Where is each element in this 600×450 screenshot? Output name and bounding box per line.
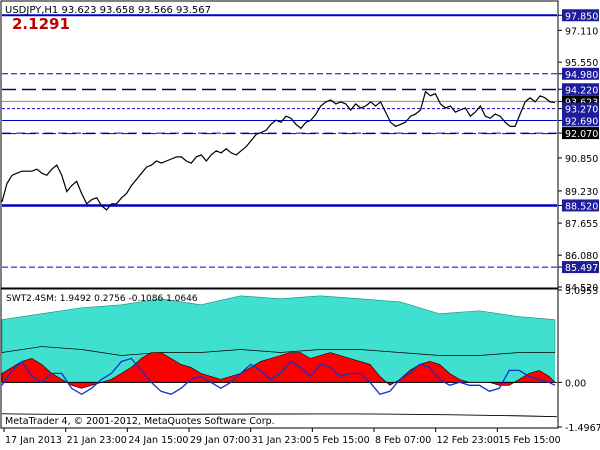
horizontal-levels bbox=[2, 14, 557, 268]
time-tick-label: 17 Jan 2013 bbox=[5, 435, 62, 446]
time-tick-label: 5 Feb 15:00 bbox=[313, 435, 369, 446]
time-tick-label: 8 Feb 07:00 bbox=[375, 435, 431, 446]
price-tick-label: 84.520 bbox=[565, 283, 598, 294]
price-series bbox=[1, 90, 556, 211]
signal-line bbox=[1, 357, 556, 396]
price-tick-label: 87.655 bbox=[565, 219, 598, 230]
lower-envelope-line bbox=[1, 413, 558, 418]
price-tick-label: 88.520 bbox=[565, 201, 598, 212]
price-badge bbox=[562, 261, 599, 274]
band-lower-line bbox=[1, 346, 555, 356]
indicator-plot bbox=[1, 295, 558, 418]
main-chart-frame[interactable] bbox=[0, 0, 559, 289]
price-tick-label: 93.270 bbox=[565, 105, 598, 116]
time-tick-label: 12 Feb 23:00 bbox=[437, 435, 499, 446]
price-tick-label: 95.550 bbox=[565, 58, 598, 69]
price-badge bbox=[562, 83, 599, 96]
price-badge bbox=[562, 114, 599, 127]
price-tick-label: 97.110 bbox=[565, 26, 598, 37]
indicator-tick-label: -1.4967 bbox=[565, 423, 600, 434]
price-badge bbox=[562, 67, 599, 80]
indicator-label: SWT2.4SM: 1.9492 0.2756 -0.1086 1.0646 bbox=[6, 294, 198, 304]
copyright-text: MetaTrader 4, © 2001-2012, MetaQuotes So… bbox=[5, 416, 275, 427]
indicator-tick-label: 0.00 bbox=[565, 378, 586, 389]
big-value: 2.1291 bbox=[12, 15, 70, 33]
symbol-info: USDJPY,H1 93.623 93.658 93.566 93.567 bbox=[5, 5, 211, 16]
price-tick-label: 86.080 bbox=[565, 251, 598, 262]
time-tick-label: 31 Jan 23:00 bbox=[252, 435, 312, 446]
time-axis[interactable]: 17 Jan 2013 21 Jan 23:00 24 Jan 15:00 29 Ja… bbox=[3, 428, 561, 446]
time-tick-label: 24 Jan 15:00 bbox=[128, 435, 188, 446]
price-tick-label: 92.690 bbox=[565, 116, 598, 127]
price-badge bbox=[562, 9, 599, 22]
price-tick-label: 89.230 bbox=[565, 187, 598, 198]
price-tick-label: 94.220 bbox=[565, 85, 598, 96]
indicator-tick-label: 3.0953 bbox=[565, 286, 598, 297]
time-tick-label: 21 Jan 23:00 bbox=[67, 435, 127, 446]
price-tick-label: 90.850 bbox=[565, 154, 598, 165]
price-axis[interactable]: 97.85097.11095.55094.98094.22093.62393.2… bbox=[558, 9, 599, 294]
price-tick-label: 97.850 bbox=[565, 11, 598, 22]
time-tick-label: 29 Jan 07:00 bbox=[190, 435, 250, 446]
price-badge bbox=[562, 199, 599, 212]
price-tick-label: 85.497 bbox=[565, 263, 598, 274]
price-line bbox=[1, 90, 556, 211]
price-badge bbox=[562, 127, 599, 140]
price-badge bbox=[562, 102, 599, 115]
time-tick-label: 15 Feb 15:00 bbox=[498, 435, 560, 446]
price-tick-label: 92.070 bbox=[565, 129, 598, 140]
indicator-axis[interactable]: 3.0953 0.00 -1.4967 bbox=[558, 286, 600, 434]
price-tick-label: 94.980 bbox=[565, 70, 598, 81]
